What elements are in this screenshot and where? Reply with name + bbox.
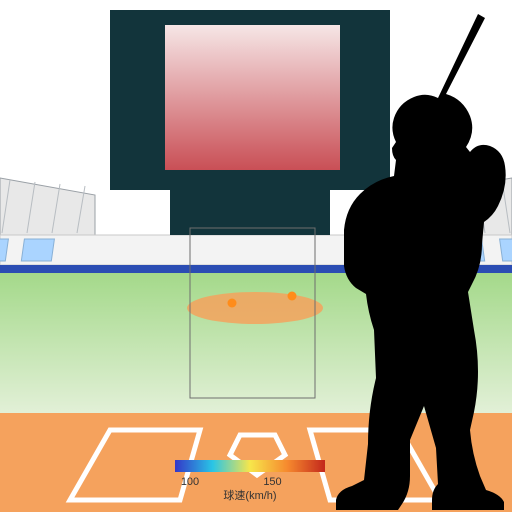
chart-svg: 100 150球速(km/h) xyxy=(0,0,512,512)
pitch-marker xyxy=(228,299,237,308)
colorbar-tick: 100 xyxy=(181,476,199,488)
pitchers-mound xyxy=(187,292,323,324)
pitch-location-chart: 100 150球速(km/h) xyxy=(0,0,512,512)
speed-colorbar xyxy=(175,460,325,472)
pitch-marker xyxy=(288,292,297,301)
colorbar-label: 球速(km/h) xyxy=(223,488,276,502)
colorbar-tick: 150 xyxy=(263,476,281,488)
stand-window xyxy=(21,239,54,261)
scoreboard-screen xyxy=(165,25,340,170)
